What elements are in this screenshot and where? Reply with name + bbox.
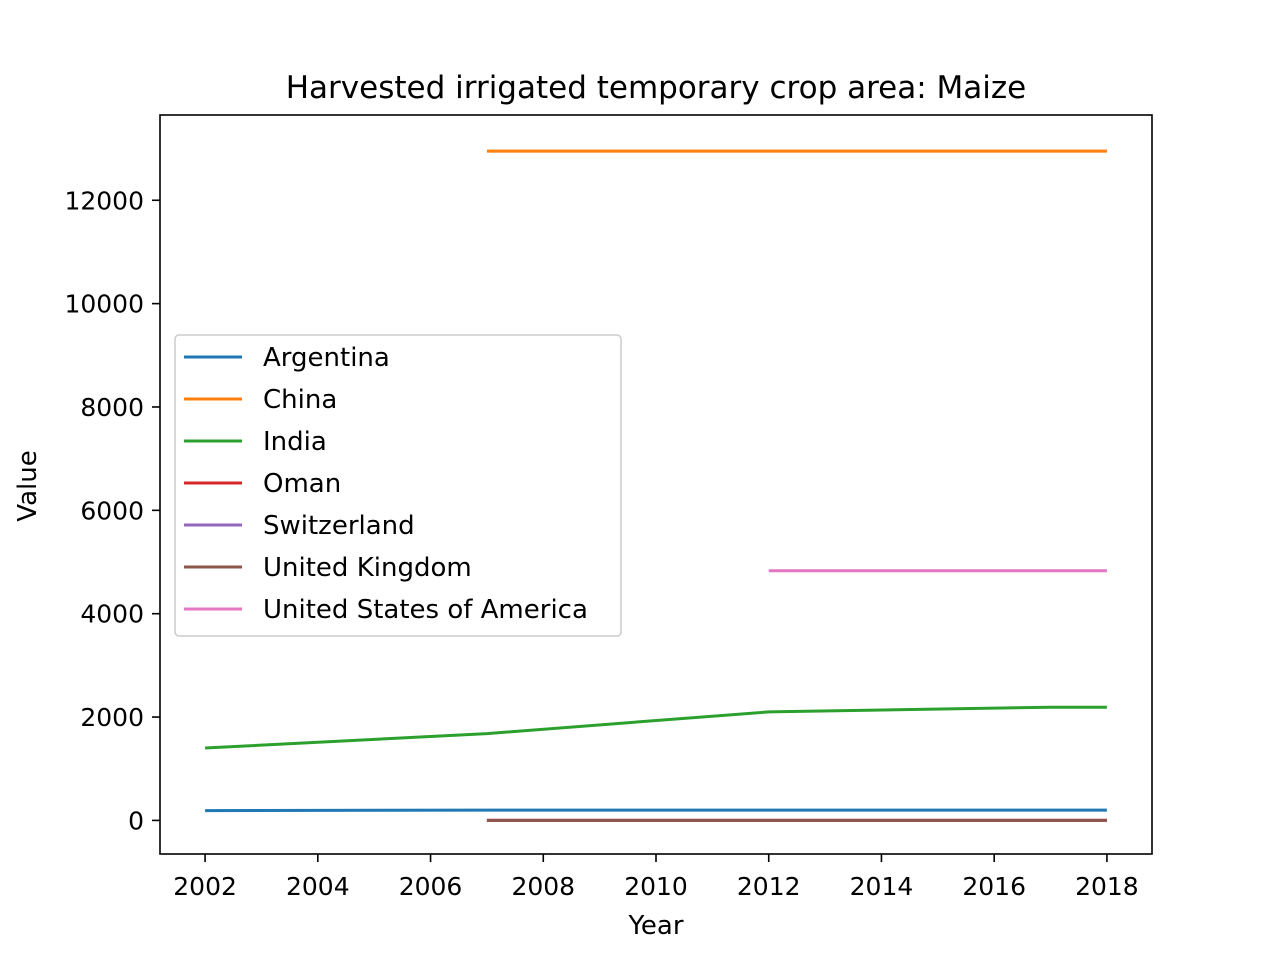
x-tick-label-5: 2012 [737,872,801,901]
y-tick-label-5: 10000 [64,290,144,319]
y-tick-label-6: 12000 [64,186,144,215]
legend-label-1: China [263,385,337,415]
legend-label-3: Oman [263,469,341,499]
legend-label-5: United Kingdom [263,553,472,583]
x-tick-label-1: 2004 [286,872,350,901]
chart-title: Harvested irrigated temporary crop area:… [286,70,1026,106]
x-tick-label-7: 2016 [962,872,1026,901]
x-tick-label-4: 2010 [624,872,688,901]
plot-area: 2002 2004 2006 2008 2010 2012 2014 2016 2018 0 200… [64,114,1153,901]
x-tick-label-0: 2002 [173,872,237,901]
y-tick-label-0: 0 [128,806,144,835]
x-tick-label-3: 2008 [511,872,575,901]
y-axis-label: Value [13,450,43,521]
x-axis-label: Year [627,911,683,941]
series-line-2 [205,705,1107,750]
legend-box [174,334,622,637]
y-tick-label-4: 8000 [80,393,144,422]
legend-label-0: Argentina [263,343,390,373]
legend-label-4: Switzerland [263,511,415,541]
x-tick-label-8: 2018 [1075,872,1139,901]
x-tick-label-6: 2014 [850,872,914,901]
series-line-0 [205,808,1107,813]
x-tick-label-2: 2006 [399,872,463,901]
legend: Argentina China India Oman Switzerland United… [174,334,622,637]
y-tick-label-2: 4000 [80,600,144,629]
legend-label-2: India [263,427,327,457]
y-tick-label-3: 6000 [80,496,144,525]
legend-label-6: United States of America [263,595,588,625]
y-tick-label-1: 2000 [80,703,144,732]
